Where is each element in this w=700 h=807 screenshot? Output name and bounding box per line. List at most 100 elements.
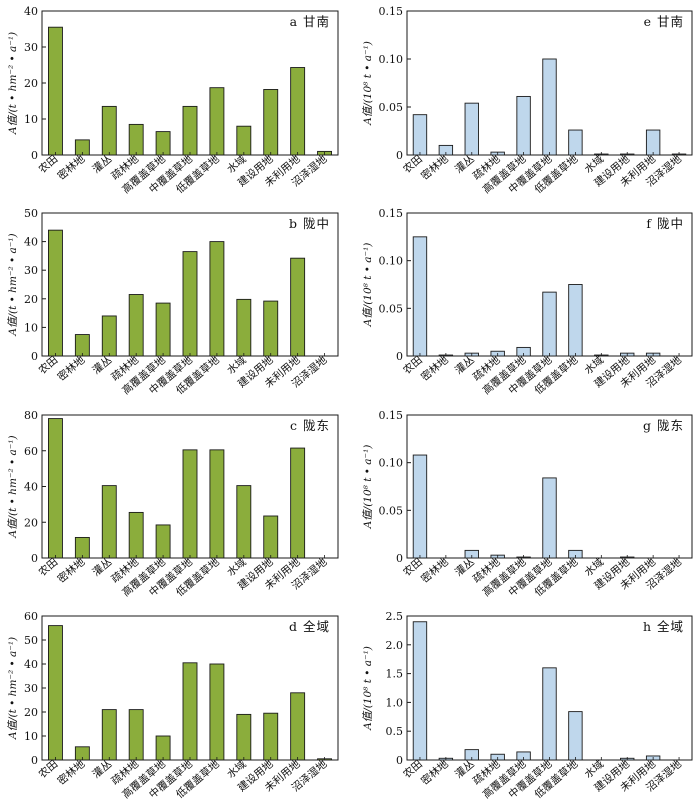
panel-title: a 甘南: [290, 14, 330, 29]
x-tick-label: 密林地: [418, 757, 451, 788]
bar-中覆盖草地: [542, 291, 557, 357]
bar-农田: [412, 236, 428, 357]
y-tick-label: 60: [24, 610, 38, 623]
panel-title: g 陇东: [643, 418, 684, 433]
bar-未利用地: [645, 129, 661, 156]
y-tick-label: 50: [24, 634, 38, 647]
y-tick-label: 0.10: [379, 53, 404, 66]
bar-疏林地: [128, 294, 144, 357]
bar-低覆盖草地: [209, 449, 225, 559]
y-axis-label: A值/(10⁸ t • a⁻¹): [362, 445, 374, 530]
bar-中覆盖草地: [542, 477, 557, 559]
y-tick-label: 2.0: [386, 639, 404, 652]
bar-建设用地: [263, 89, 279, 156]
bar-中覆盖草地: [182, 251, 198, 357]
bar-高覆盖草地: [155, 735, 171, 761]
y-tick-label: 0: [396, 149, 403, 162]
bar-未利用地: [290, 257, 306, 357]
bar-建设用地: [263, 712, 279, 761]
bar-高覆盖草地: [155, 131, 171, 156]
bar-灌丛: [464, 102, 479, 156]
y-tick-label: 0.05: [379, 504, 404, 517]
bar-农田: [48, 26, 63, 156]
bar-密林地: [74, 536, 90, 559]
y-tick-label: 50: [24, 207, 38, 220]
bar-农田: [412, 621, 428, 761]
y-axis-label: A值/(10⁸ t • a⁻¹): [362, 243, 374, 328]
bar-灌丛: [101, 709, 117, 761]
bar-灌丛: [101, 105, 117, 156]
y-tick-label: 0: [31, 754, 38, 767]
y-tick-label: 20: [24, 77, 38, 90]
y-tick-label: 0: [31, 149, 38, 162]
y-tick-label: 0.15: [379, 207, 404, 220]
bar-低覆盖草地: [568, 284, 583, 357]
bar-高覆盖草地: [155, 524, 171, 559]
bar-建设用地: [263, 515, 279, 559]
bar-低覆盖草地: [209, 241, 225, 357]
bar-水域: [236, 713, 252, 761]
y-tick-label: 10: [24, 321, 38, 334]
bar-中覆盖草地: [542, 667, 557, 761]
y-tick-label: 0.05: [379, 302, 404, 315]
y-tick-label: 0.10: [379, 457, 404, 470]
y-axis-label: A值/(10⁸ t • a⁻¹): [362, 41, 374, 126]
x-tick-label: 密林地: [418, 555, 451, 586]
bar-低覆盖草地: [209, 663, 225, 761]
y-tick-label: 30: [24, 264, 38, 277]
x-tick-label: 密林地: [55, 152, 88, 183]
bar-未利用地: [290, 692, 306, 761]
panel-title: b 陇中: [289, 216, 330, 231]
bar-未利用地: [290, 67, 306, 156]
bar-灌丛: [101, 315, 117, 357]
bar-农田: [412, 114, 428, 156]
y-tick-label: 40: [24, 481, 38, 494]
x-tick-label: 密林地: [55, 757, 88, 788]
y-tick-label: 0.10: [379, 255, 404, 268]
bar-灌丛: [101, 485, 117, 559]
bar-水域: [236, 298, 252, 357]
y-tick-label: 2.5: [386, 610, 404, 623]
y-tick-label: 80: [24, 409, 38, 422]
panel-title: d 全域: [289, 619, 330, 634]
y-tick-label: 1.5: [386, 668, 404, 681]
bar-中覆盖草地: [542, 58, 557, 156]
x-tick-label: 密林地: [55, 353, 88, 384]
y-tick-label: 40: [24, 658, 38, 671]
x-tick-label: 密林地: [55, 555, 88, 586]
panel-title: h 全域: [643, 619, 684, 634]
panel-title: e 甘南: [644, 14, 684, 29]
bar-中覆盖草地: [182, 105, 198, 156]
bar-未利用地: [290, 447, 306, 559]
y-axis-label: A值/(t • hm⁻² • a⁻¹): [7, 32, 19, 135]
bar-高覆盖草地: [516, 95, 531, 156]
y-axis-label: A值/(t • hm⁻² • a⁻¹): [7, 435, 19, 538]
y-axis-label: A值/(t • hm⁻² • a⁻¹): [7, 637, 19, 740]
y-tick-label: 0.05: [379, 101, 404, 114]
panel-title: c 陇东: [290, 418, 330, 433]
y-tick-label: 40: [24, 236, 38, 249]
bar-低覆盖草地: [568, 711, 583, 761]
x-tick-label: 密林地: [418, 353, 451, 384]
bar-建设用地: [263, 300, 279, 357]
panel-title: f 陇中: [646, 216, 684, 231]
bar-疏林地: [128, 511, 144, 559]
y-tick-label: 10: [24, 113, 38, 126]
y-tick-label: 0: [31, 552, 38, 565]
y-tick-label: 20: [24, 293, 38, 306]
y-tick-label: 0.15: [379, 409, 404, 422]
bar-农田: [412, 454, 428, 559]
y-tick-label: 0: [396, 754, 403, 767]
bar-疏林地: [128, 709, 144, 761]
y-tick-label: 60: [24, 445, 38, 458]
bar-中覆盖草地: [182, 662, 198, 761]
bar-水域: [236, 125, 252, 156]
